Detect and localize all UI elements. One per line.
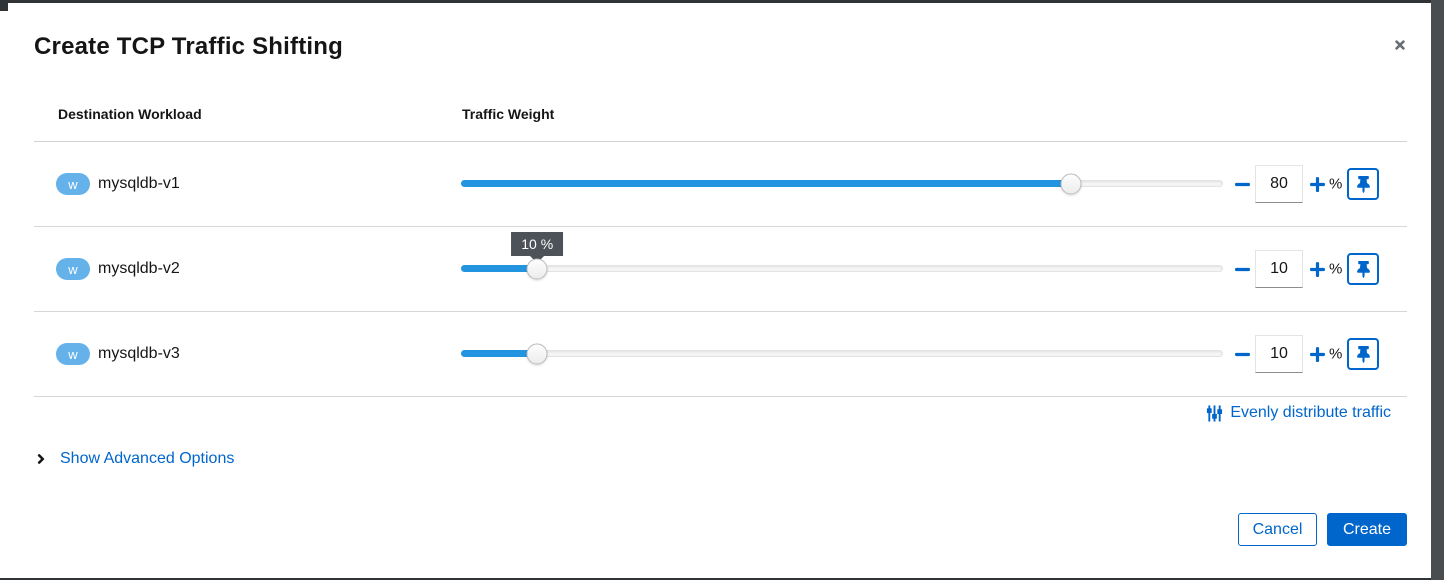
modal-title: Create TCP Traffic Shifting bbox=[34, 33, 344, 60]
decrease-weight-button[interactable] bbox=[1230, 342, 1254, 366]
minus-icon bbox=[1234, 261, 1251, 278]
decrease-weight-button[interactable] bbox=[1230, 172, 1254, 196]
backdrop-edge-top bbox=[0, 0, 1444, 3]
column-header-destination-workload: Destination Workload bbox=[58, 106, 202, 122]
minus-icon bbox=[1234, 176, 1251, 193]
thumbtack-icon bbox=[1356, 260, 1370, 278]
weight-input[interactable] bbox=[1255, 335, 1303, 373]
table-row: w mysqldb-v3 % bbox=[34, 312, 1407, 397]
plus-icon bbox=[1309, 261, 1326, 278]
plus-icon bbox=[1309, 346, 1326, 363]
decrease-weight-button[interactable] bbox=[1230, 257, 1254, 281]
percent-sign: % bbox=[1329, 260, 1343, 278]
thumbtack-icon bbox=[1356, 175, 1370, 193]
thumbtack-icon bbox=[1356, 345, 1370, 363]
cancel-button[interactable]: Cancel bbox=[1238, 513, 1317, 546]
lock-weight-button[interactable] bbox=[1347, 338, 1379, 370]
times-icon bbox=[1393, 38, 1407, 52]
weight-input[interactable] bbox=[1255, 165, 1303, 203]
workload-name: mysqldb-v3 bbox=[98, 345, 180, 362]
slider-track[interactable] bbox=[461, 350, 1223, 357]
percent-sign: % bbox=[1329, 175, 1343, 193]
increase-weight-button[interactable] bbox=[1305, 172, 1329, 196]
show-advanced-options-link[interactable]: Show Advanced Options bbox=[60, 450, 235, 467]
slider-fill bbox=[461, 180, 1071, 187]
workload-badge: w bbox=[56, 258, 90, 280]
evenly-distribute-traffic-label: Evenly distribute traffic bbox=[1230, 404, 1391, 421]
lock-weight-button[interactable] bbox=[1347, 253, 1379, 285]
slider-fill bbox=[461, 350, 538, 357]
weight-input[interactable] bbox=[1255, 250, 1303, 288]
chevron-right-icon bbox=[36, 451, 46, 467]
lock-weight-button[interactable] bbox=[1347, 168, 1379, 200]
table-row: w mysqldb-v2 10 % % bbox=[34, 227, 1407, 312]
backdrop-edge-corner bbox=[0, 0, 8, 11]
slider-track[interactable] bbox=[461, 265, 1223, 272]
plus-icon bbox=[1309, 176, 1326, 193]
minus-icon bbox=[1234, 346, 1251, 363]
table-header: Destination Workload Traffic Weight bbox=[34, 90, 1407, 142]
increase-weight-button[interactable] bbox=[1305, 257, 1329, 281]
increase-weight-button[interactable] bbox=[1305, 342, 1329, 366]
slider-fill bbox=[461, 265, 538, 272]
create-button[interactable]: Create bbox=[1327, 513, 1407, 546]
backdrop-edge-bottom bbox=[0, 578, 1444, 580]
slider-value-tooltip: 10 % bbox=[511, 232, 564, 256]
slider-handle[interactable] bbox=[526, 343, 548, 365]
workload-badge: w bbox=[56, 173, 90, 195]
workload-name: mysqldb-v2 bbox=[98, 260, 180, 277]
column-header-traffic-weight: Traffic Weight bbox=[462, 106, 555, 122]
table-row: w mysqldb-v1 % bbox=[34, 142, 1407, 227]
slider-handle[interactable] bbox=[1060, 173, 1082, 195]
backdrop-edge-right bbox=[1431, 0, 1444, 580]
evenly-distribute-traffic-link[interactable]: Evenly distribute traffic bbox=[1206, 404, 1391, 422]
workload-name: mysqldb-v1 bbox=[98, 175, 180, 192]
slider-handle[interactable] bbox=[526, 258, 548, 280]
close-button[interactable] bbox=[1388, 33, 1412, 57]
workload-badge: w bbox=[56, 343, 90, 365]
equalizer-icon bbox=[1206, 404, 1223, 422]
percent-sign: % bbox=[1329, 345, 1343, 363]
advanced-options-toggle[interactable]: Show Advanced Options bbox=[36, 450, 234, 468]
